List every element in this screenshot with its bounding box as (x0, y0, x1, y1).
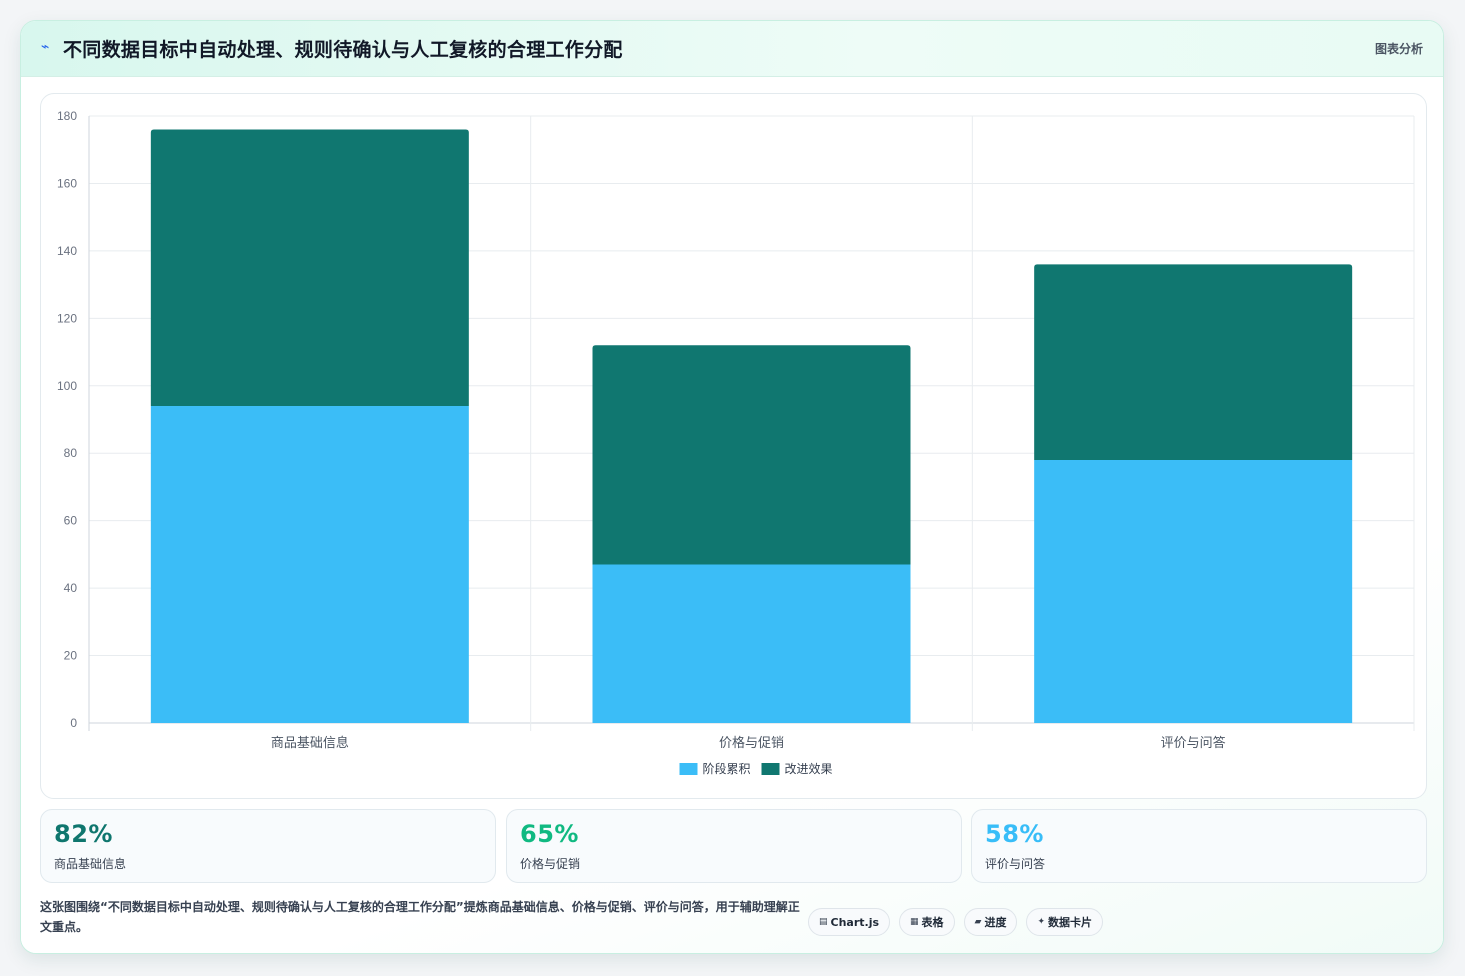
chip-data-card[interactable]: ✦ 数据卡片 (1026, 908, 1104, 936)
card-header: ⌁ 不同数据目标中自动处理、规则待确认与人工复核的合理工作分配 图表分析 (21, 21, 1443, 77)
chart-icon: ▤ (819, 917, 828, 927)
y-tick-label: 100 (57, 379, 77, 393)
stat-value: 82% (54, 820, 113, 848)
stacked-bar-chart: 0 20 40 60 80 100 120 140 160 180 商品基础信息 价格与促销 评价与问答… (57, 109, 1415, 776)
chip-label: 进度 (984, 916, 1007, 929)
y-tick-label: 160 (57, 176, 77, 190)
y-tick-label: 140 (57, 244, 77, 258)
header-tag: 图表分析 (1374, 42, 1423, 56)
legend-swatch (679, 763, 698, 775)
stat-card-2: 65% 价格与促销 (506, 809, 962, 883)
bar-2 (592, 345, 911, 565)
progress-icon: ▰ (974, 917, 982, 927)
legend-swatch (761, 763, 780, 775)
y-tick-label: 0 (70, 716, 77, 730)
tech-chips: ▤ Chart.js ▦ 表格 ▰ 进度 ✦ 数据卡片 (808, 908, 1104, 936)
stat-value: 58% (985, 820, 1044, 848)
chip-progress[interactable]: ▰ 进度 (963, 908, 1018, 936)
stat-value: 65% (520, 820, 579, 848)
x-tick-label: 评价与问答 (1161, 735, 1226, 751)
x-tick-label: 商品基础信息 (271, 735, 349, 751)
stat-card-1: 82% 商品基础信息 (40, 809, 496, 883)
x-tick-label: 价格与促销 (719, 735, 784, 751)
legend-label: 改进效果 (785, 761, 833, 776)
legend-label: 阶段累积 (703, 761, 751, 776)
y-tick-label: 60 (64, 514, 78, 528)
bar-1 (1034, 459, 1353, 723)
chip-table[interactable]: ▦ 表格 (899, 908, 955, 936)
sparkle-icon: ⌁ (41, 39, 50, 55)
y-tick-label: 80 (64, 446, 78, 460)
chart-panel: 0 20 40 60 80 100 120 140 160 180 商品基础信息 价格与促销 评价与问答… (40, 93, 1427, 799)
bar-1 (592, 564, 911, 723)
stat-card-3: 58% 评价与问答 (971, 809, 1427, 883)
stat-label: 商品基础信息 (54, 857, 127, 871)
table-icon: ▦ (910, 917, 919, 927)
chart-card: ⌁ 不同数据目标中自动处理、规则待确认与人工复核的合理工作分配 图表分析 0 20… (20, 20, 1444, 954)
stat-label: 评价与问答 (985, 857, 1046, 871)
bar-2 (150, 129, 469, 407)
chip-label: 数据卡片 (1048, 916, 1093, 929)
bar-1 (150, 406, 469, 723)
y-tick-label: 20 (64, 649, 78, 663)
stat-label: 价格与促销 (520, 857, 581, 871)
y-tick-label: 40 (64, 581, 78, 595)
chip-label: Chart.js (830, 915, 880, 929)
chart-description: 这张图围绕“不同数据目标中自动处理、规则待确认与人工复核的合理工作分配”提炼商品… (40, 900, 800, 934)
chip-label: 表格 (921, 916, 944, 929)
y-tick-label: 180 (57, 109, 77, 123)
bar-2 (1034, 264, 1353, 460)
chip-chartjs[interactable]: ▤ Chart.js (808, 908, 891, 936)
y-tick-label: 120 (57, 311, 77, 325)
card-icon: ✦ (1037, 917, 1046, 927)
page-title: 不同数据目标中自动处理、规则待确认与人工复核的合理工作分配 (63, 39, 623, 61)
